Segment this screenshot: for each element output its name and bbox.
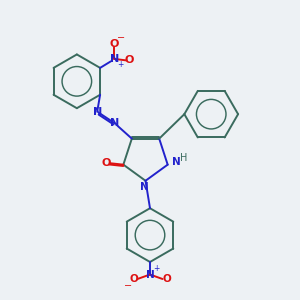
Text: N: N <box>93 107 102 117</box>
Text: O: O <box>110 39 119 49</box>
Text: O: O <box>162 274 171 284</box>
Text: H: H <box>180 153 188 163</box>
Text: N: N <box>172 157 180 167</box>
Text: −: − <box>117 33 125 43</box>
Text: N: N <box>110 54 119 64</box>
Text: O: O <box>129 274 138 284</box>
Text: N: N <box>110 118 119 128</box>
Text: +: + <box>117 60 123 69</box>
Text: −: − <box>124 280 132 291</box>
Text: +: + <box>153 264 159 273</box>
Text: O: O <box>125 56 134 65</box>
Text: O: O <box>101 158 111 168</box>
Text: N: N <box>140 182 148 192</box>
Text: N: N <box>146 269 154 280</box>
